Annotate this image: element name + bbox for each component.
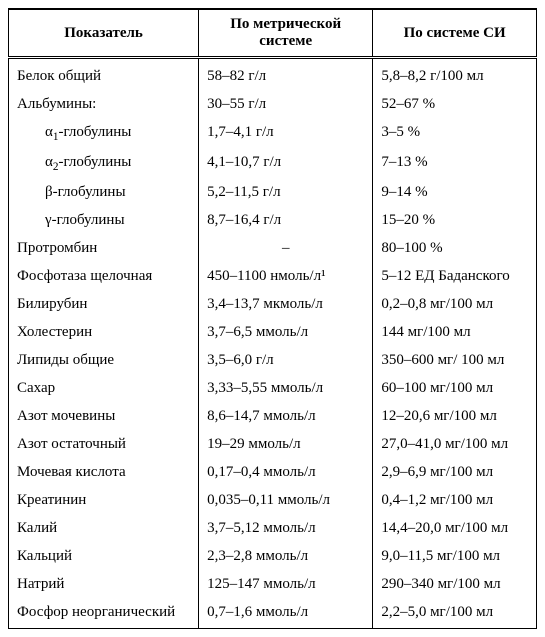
- table-row: Сахар3,33–5,55 ммоль/л60–100 мг/100 мл: [9, 374, 537, 402]
- cell-indicator: Кальций: [9, 542, 199, 570]
- cell-si: 9–14 %: [373, 178, 537, 206]
- cell-indicator: Билирубин: [9, 290, 199, 318]
- cell-si: 3–5 %: [373, 118, 537, 148]
- cell-metric: 0,17–0,4 ммоль/л: [199, 458, 373, 486]
- cell-si: 144 мг/100 мл: [373, 318, 537, 346]
- cell-si: 15–20 %: [373, 206, 537, 234]
- cell-si: 290–340 мг/100 мл: [373, 570, 537, 598]
- table-row: Креатинин0,035–0,11 ммоль/л0,4–1,2 мг/10…: [9, 486, 537, 514]
- cell-indicator: Натрий: [9, 570, 199, 598]
- cell-indicator: Холестерин: [9, 318, 199, 346]
- cell-metric: 3,33–5,55 ммоль/л: [199, 374, 373, 402]
- table-row: Протромбин–80–100 %: [9, 234, 537, 262]
- cell-si: 7–13 %: [373, 148, 537, 178]
- cell-indicator: α2-глобулины: [9, 148, 199, 178]
- table-row: Белок общий58–82 г/л5,8–8,2 г/100 мл: [9, 58, 537, 91]
- cell-metric: 3,5–6,0 г/л: [199, 346, 373, 374]
- cell-indicator: Мочевая кислота: [9, 458, 199, 486]
- cell-si: 0,2–0,8 мг/100 мл: [373, 290, 537, 318]
- cell-si: 80–100 %: [373, 234, 537, 262]
- cell-indicator: Азот остаточный: [9, 430, 199, 458]
- cell-indicator: Альбумины:: [9, 90, 199, 118]
- cell-si: 5,8–8,2 г/100 мл: [373, 58, 537, 91]
- cell-metric: 2,3–2,8 ммоль/л: [199, 542, 373, 570]
- table-row: Азот мочевины8,6–14,7 ммоль/л12–20,6 мг/…: [9, 402, 537, 430]
- table-row: Билирубин3,4–13,7 мкмоль/л0,2–0,8 мг/100…: [9, 290, 537, 318]
- table-row: α1-глобулины1,7–4,1 г/л3–5 %: [9, 118, 537, 148]
- cell-metric: 4,1–10,7 г/л: [199, 148, 373, 178]
- cell-si: 60–100 мг/100 мл: [373, 374, 537, 402]
- table-row: Натрий125–147 ммоль/л290–340 мг/100 мл: [9, 570, 537, 598]
- cell-si: 2,2–5,0 мг/100 мл: [373, 598, 537, 629]
- cell-indicator: Липиды общие: [9, 346, 199, 374]
- cell-metric: 58–82 г/л: [199, 58, 373, 91]
- cell-metric: 0,7–1,6 ммоль/л: [199, 598, 373, 629]
- table-row: Мочевая кислота0,17–0,4 ммоль/л2,9–6,9 м…: [9, 458, 537, 486]
- cell-metric: 30–55 г/л: [199, 90, 373, 118]
- cell-indicator: Сахар: [9, 374, 199, 402]
- cell-metric: 1,7–4,1 г/л: [199, 118, 373, 148]
- cell-si: 5–12 ЕД Баданского: [373, 262, 537, 290]
- cell-si: 2,9–6,9 мг/100 мл: [373, 458, 537, 486]
- table-row: β-глобулины5,2–11,5 г/л9–14 %: [9, 178, 537, 206]
- header-indicator: Показатель: [9, 9, 199, 58]
- table-row: Кальций2,3–2,8 ммоль/л9,0–11,5 мг/100 мл: [9, 542, 537, 570]
- cell-si: 27,0–41,0 мг/100 мл: [373, 430, 537, 458]
- table-row: α2-глобулины4,1–10,7 г/л7–13 %: [9, 148, 537, 178]
- cell-indicator: Креатинин: [9, 486, 199, 514]
- cell-indicator: Фосфор неорганический: [9, 598, 199, 629]
- cell-metric: 19–29 ммоль/л: [199, 430, 373, 458]
- biochemistry-table: Показатель По метрической системе По сис…: [8, 8, 537, 629]
- cell-metric: 0,035–0,11 ммоль/л: [199, 486, 373, 514]
- cell-indicator: Белок общий: [9, 58, 199, 91]
- cell-indicator: Калий: [9, 514, 199, 542]
- cell-metric: 450–1100 нмоль/л¹: [199, 262, 373, 290]
- cell-si: 52–67 %: [373, 90, 537, 118]
- cell-metric: 3,4–13,7 мкмоль/л: [199, 290, 373, 318]
- cell-indicator: γ-глобулины: [9, 206, 199, 234]
- cell-indicator: β-глобулины: [9, 178, 199, 206]
- table-row: Липиды общие3,5–6,0 г/л350–600 мг/ 100 м…: [9, 346, 537, 374]
- cell-indicator: Азот мочевины: [9, 402, 199, 430]
- table-header-row: Показатель По метрической системе По сис…: [9, 9, 537, 58]
- table-row: Фосфотаза щелочная450–1100 нмоль/л¹5–12 …: [9, 262, 537, 290]
- cell-si: 350–600 мг/ 100 мл: [373, 346, 537, 374]
- cell-metric: –: [199, 234, 373, 262]
- table-row: Калий3,7–5,12 ммоль/л14,4–20,0 мг/100 мл: [9, 514, 537, 542]
- cell-si: 14,4–20,0 мг/100 мл: [373, 514, 537, 542]
- cell-si: 0,4–1,2 мг/100 мл: [373, 486, 537, 514]
- table-row: γ-глобулины8,7–16,4 г/л15–20 %: [9, 206, 537, 234]
- table-row: Альбумины:30–55 г/л52–67 %: [9, 90, 537, 118]
- table-row: Холестерин3,7–6,5 ммоль/л144 мг/100 мл: [9, 318, 537, 346]
- cell-metric: 5,2–11,5 г/л: [199, 178, 373, 206]
- cell-indicator: α1-глобулины: [9, 118, 199, 148]
- cell-si: 12–20,6 мг/100 мл: [373, 402, 537, 430]
- table-row: Фосфор неорганический0,7–1,6 ммоль/л2,2–…: [9, 598, 537, 629]
- cell-metric: 125–147 ммоль/л: [199, 570, 373, 598]
- table-row: Азот остаточный19–29 ммоль/л27,0–41,0 мг…: [9, 430, 537, 458]
- header-si: По системе СИ: [373, 9, 537, 58]
- cell-metric: 8,7–16,4 г/л: [199, 206, 373, 234]
- cell-metric: 3,7–5,12 ммоль/л: [199, 514, 373, 542]
- cell-si: 9,0–11,5 мг/100 мл: [373, 542, 537, 570]
- cell-indicator: Протромбин: [9, 234, 199, 262]
- cell-metric: 8,6–14,7 ммоль/л: [199, 402, 373, 430]
- header-metric: По метрической системе: [199, 9, 373, 58]
- cell-indicator: Фосфотаза щелочная: [9, 262, 199, 290]
- cell-metric: 3,7–6,5 ммоль/л: [199, 318, 373, 346]
